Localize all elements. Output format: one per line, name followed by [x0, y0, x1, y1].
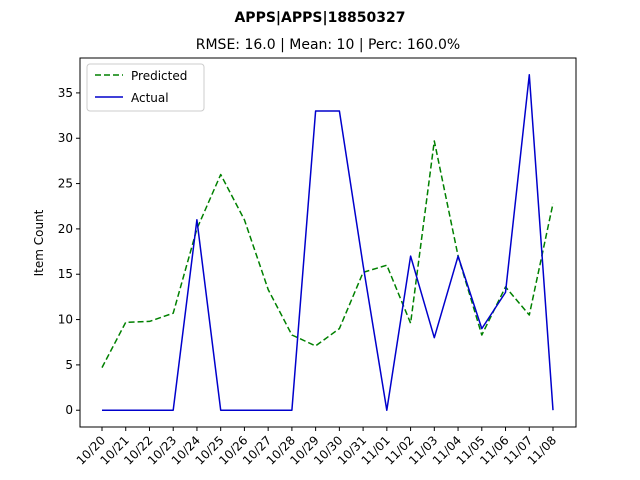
y-tick-label: 5: [65, 358, 73, 372]
plot-area-frame: [79, 57, 577, 428]
y-tick-label: 25: [58, 177, 73, 191]
legend: Predicted Actual: [86, 63, 205, 112]
chart-title: RMSE: 16.0 | Mean: 10 | Perc: 160.0%: [196, 37, 461, 53]
x-axis: 10/2010/2110/2210/2310/2410/2510/2610/27…: [74, 427, 559, 468]
series-line-predicted: [101, 140, 554, 368]
y-tick-label: 35: [58, 86, 73, 100]
y-axis-label: Item Count: [32, 209, 46, 276]
y-tick-label: 0: [65, 403, 73, 417]
y-tick-label: 15: [58, 267, 73, 281]
y-tick-label: 20: [58, 222, 73, 236]
chart-suptitle: APPS|APPS|18850327: [234, 10, 405, 26]
plot-series: [101, 74, 554, 411]
series-line-actual: [102, 74, 554, 411]
y-tick-label: 30: [58, 131, 73, 145]
y-tick-label: 10: [58, 313, 73, 327]
y-axis: 0 5 10 15 20 25 30 35: [58, 86, 80, 417]
legend-label-actual: Actual: [131, 91, 169, 105]
legend-label-predicted: Predicted: [131, 69, 187, 83]
